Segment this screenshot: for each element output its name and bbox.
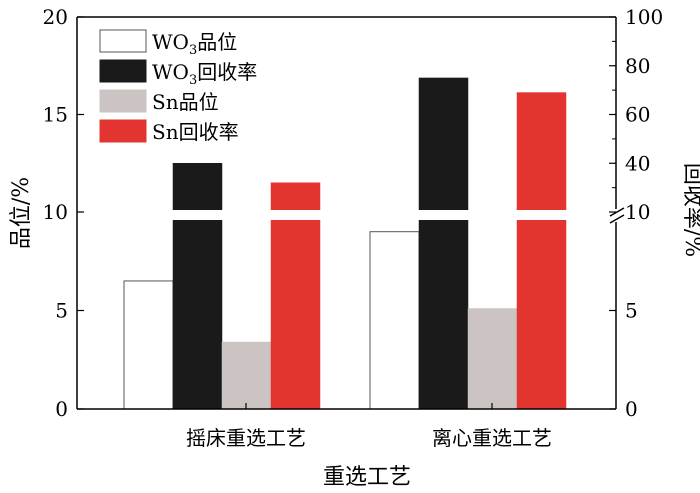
legend-swatch-3 xyxy=(99,89,147,113)
right-tick-label-2: 5 xyxy=(625,299,638,323)
left-tick-label-2: 5 xyxy=(55,299,68,323)
bar-1-2 xyxy=(369,231,420,410)
bar-2-2 xyxy=(418,77,469,410)
bar-3-2 xyxy=(467,308,518,410)
x-axis-label: 重选工艺 xyxy=(323,465,411,490)
right-tick-label-4: 40 xyxy=(625,151,650,175)
left-tick-label-3: 10 xyxy=(43,200,68,224)
ticks-layer: 0 5 10 15 20 0 5 10 40 60 80 100 摇床重选工艺 离心重选工艺 xyxy=(43,5,664,450)
bar-4-2 xyxy=(516,92,567,410)
right-tick-label-5: 60 xyxy=(625,103,650,127)
bar-4-1 xyxy=(270,182,321,410)
right-tick-label-3: 10 xyxy=(625,200,650,224)
right-tick-label-1: 0 xyxy=(625,397,638,421)
left-tick-label-1: 0 xyxy=(55,397,68,421)
legend-label-4: Sn回收率 xyxy=(152,120,239,144)
legend-label-3: Sn品位 xyxy=(152,90,219,114)
axes-layer xyxy=(76,16,617,410)
axis-break-mark xyxy=(609,207,625,224)
bar-2-1 xyxy=(172,163,223,410)
bar-1-1 xyxy=(123,280,174,410)
left-y-axis-label: 品位/% xyxy=(9,177,34,249)
left-tick-label-5: 20 xyxy=(43,5,68,29)
x-tick-label-2: 离心重选工艺 xyxy=(432,426,552,450)
legend-label-1: WO3品位 xyxy=(152,30,237,58)
right-tick-label-7: 100 xyxy=(625,5,663,29)
bar-3-1 xyxy=(221,341,272,410)
bars-layer xyxy=(123,77,567,410)
legend-swatch-4 xyxy=(99,119,147,143)
legend-swatch-2 xyxy=(99,59,147,83)
axis-break-layer xyxy=(78,207,625,224)
legend-swatch-1 xyxy=(99,29,147,53)
axis-break-band xyxy=(78,210,615,220)
x-tick-label-1: 摇床重选工艺 xyxy=(186,426,306,450)
right-y-axis-label: 回收率/% xyxy=(680,163,700,257)
legend-label-2: WO3回收率 xyxy=(152,60,257,88)
left-tick-label-4: 15 xyxy=(43,103,68,127)
right-tick-label-6: 80 xyxy=(625,54,650,78)
